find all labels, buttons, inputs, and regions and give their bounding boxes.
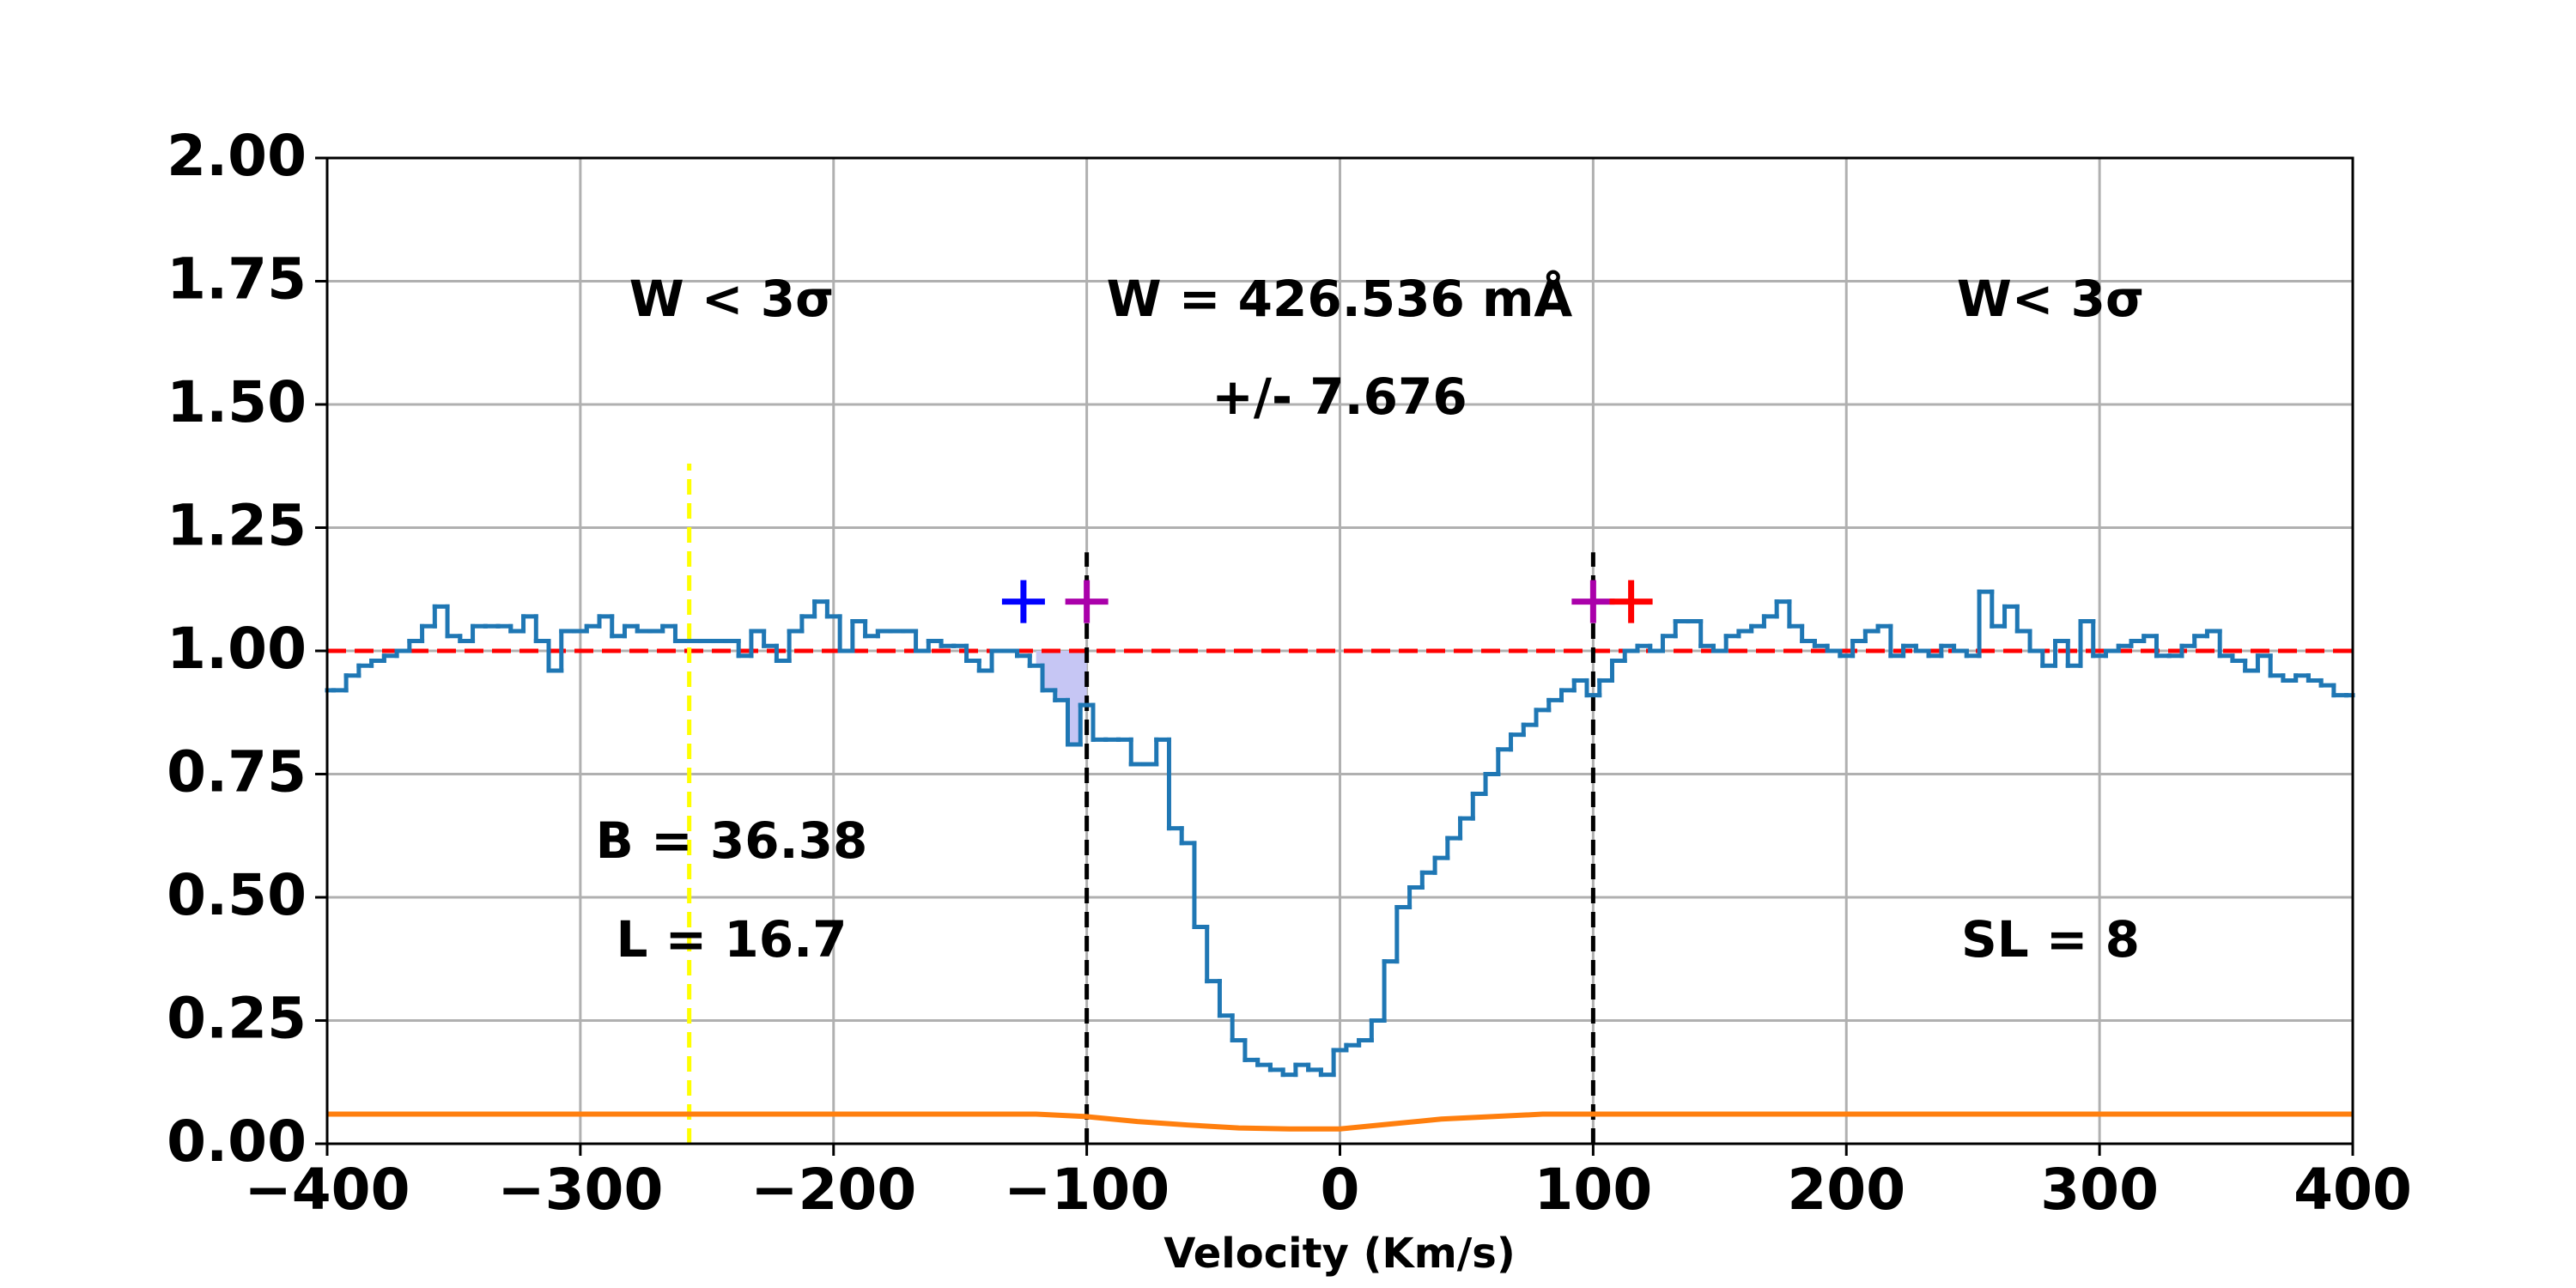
- plus-marker: [1065, 580, 1109, 623]
- plot-frame: [325, 156, 2354, 1145]
- x-tick-label: 200: [1787, 1157, 1905, 1223]
- annotation: SL = 8: [1961, 910, 2140, 969]
- plus-marker: [1571, 580, 1615, 623]
- annotation: +/- 7.676: [1212, 368, 1467, 426]
- y-tick-label: 1.50: [167, 369, 307, 435]
- x-axis-label: Velocity (Km/s): [1163, 1230, 1516, 1278]
- annotation: W = 426.536 mÅ: [1107, 269, 1573, 328]
- y-tick-label: 0.75: [167, 739, 307, 805]
- annotation: W< 3σ: [1957, 270, 2144, 328]
- x-tick-label: 100: [1534, 1157, 1652, 1223]
- absorption-shade: [1036, 651, 1087, 745]
- y-tick-label: 2.00: [167, 123, 307, 189]
- y-tick-label: 0.50: [167, 862, 307, 928]
- y-tick-label: 1.25: [167, 493, 307, 559]
- x-tick-label: 0: [1321, 1157, 1360, 1223]
- annotation: B = 36.38: [596, 811, 868, 870]
- y-tick-label: 0.25: [167, 986, 307, 1052]
- plus-marker: [1609, 580, 1653, 623]
- x-tick-label: 300: [2040, 1157, 2159, 1223]
- plus-marker: [1001, 580, 1045, 623]
- y-tick-label: 1.75: [167, 246, 307, 313]
- x-tick-label: 400: [2293, 1157, 2412, 1223]
- x-tick-label: −200: [750, 1157, 916, 1223]
- annotation: W < 3σ: [629, 270, 835, 328]
- annotation: L = 16.7: [616, 910, 847, 969]
- x-tick-label: −300: [497, 1157, 663, 1223]
- x-tick-label: −400: [244, 1157, 410, 1223]
- y-tick-label: 1.00: [167, 616, 307, 682]
- x-tick-label: −100: [1004, 1157, 1170, 1223]
- y-tick-label: 0.00: [167, 1109, 307, 1175]
- error-line: [327, 1111, 2353, 1132]
